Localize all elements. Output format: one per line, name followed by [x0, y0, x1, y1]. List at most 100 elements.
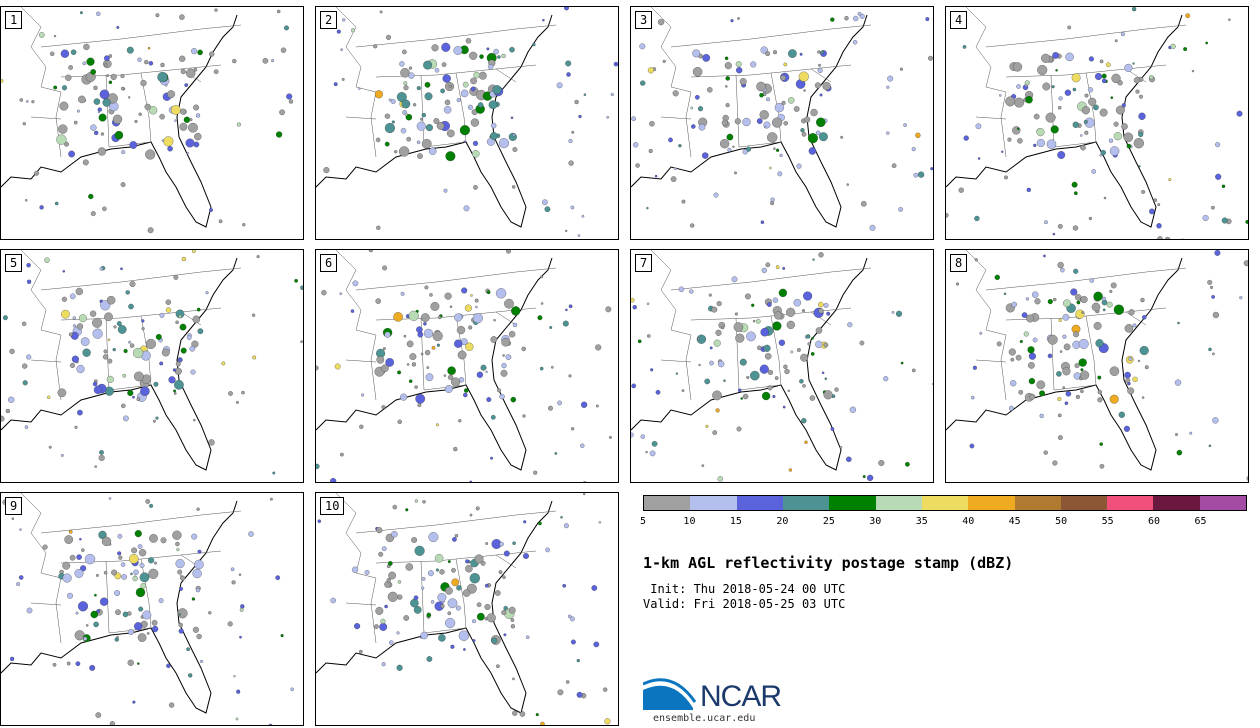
- echo-cell: [1027, 346, 1035, 354]
- echo-cell: [354, 623, 361, 630]
- echo-cell: [500, 369, 508, 377]
- echo-cell: [1142, 315, 1147, 320]
- echo-cell: [1191, 69, 1195, 73]
- echo-cell: [1177, 321, 1180, 325]
- echo-cell: [764, 353, 772, 360]
- echo-cell: [689, 289, 694, 294]
- colorbar-tick-label: 35: [915, 516, 928, 527]
- echo-cell: [73, 324, 77, 328]
- echo-cell: [1228, 18, 1231, 21]
- echo-cell: [67, 592, 73, 599]
- echo-cell: [1062, 386, 1065, 389]
- echo-cell: [494, 590, 501, 596]
- echo-cell: [384, 113, 391, 119]
- echo-cell: [736, 67, 743, 74]
- echo-cell: [472, 313, 483, 324]
- echo-cell: [804, 440, 808, 444]
- echo-cell: [846, 456, 852, 463]
- echo-cell: [766, 302, 772, 307]
- echo-cell: [460, 89, 469, 98]
- echo-cell: [111, 569, 118, 576]
- echo-cell: [788, 468, 793, 472]
- colorbar-tick-label: 10: [683, 516, 696, 527]
- echo-cell: [317, 519, 322, 523]
- echo-cell: [159, 312, 165, 318]
- echo-cell: [1138, 112, 1146, 120]
- echo-cell: [568, 138, 573, 144]
- echo-cell: [1099, 442, 1103, 446]
- echo-cell: [336, 29, 341, 34]
- echo-cell: [452, 537, 457, 542]
- echo-cell: [479, 54, 484, 59]
- echo-cell: [110, 73, 117, 80]
- echo-cell: [818, 308, 824, 314]
- echo-cell: [812, 258, 815, 261]
- echo-cell: [712, 430, 718, 435]
- coastline: [316, 500, 553, 714]
- echo-cell: [963, 135, 969, 141]
- state-border: [738, 384, 782, 391]
- echo-cell: [772, 297, 779, 303]
- echo-cell: [128, 96, 131, 99]
- echo-cell: [341, 77, 345, 81]
- echo-cell: [140, 79, 147, 87]
- echo-cell: [1239, 296, 1243, 300]
- echo-cell: [390, 99, 396, 104]
- echo-cell: [339, 292, 343, 296]
- colorbar-tick-label: 50: [1055, 516, 1068, 527]
- echo-cell: [95, 573, 99, 577]
- echo-cell: [148, 568, 159, 579]
- state-border: [985, 267, 1187, 291]
- echo-cell: [646, 302, 650, 306]
- echo-cell: [911, 368, 916, 373]
- echo-cell: [777, 171, 783, 177]
- echo-cell: [397, 370, 402, 375]
- state-border: [420, 74, 425, 148]
- echo-cell: [824, 377, 828, 380]
- echo-cell: [1149, 75, 1154, 80]
- echo-cell: [810, 108, 818, 117]
- echo-cell: [565, 680, 570, 684]
- echo-cell: [633, 142, 639, 148]
- echo-cell: [577, 234, 581, 237]
- echo-cell: [772, 321, 782, 331]
- echo-cell: [137, 57, 142, 62]
- echo-cell: [106, 74, 110, 77]
- echo-cell: [461, 287, 468, 294]
- echo-cell: [756, 118, 763, 124]
- echo-cell: [69, 554, 76, 561]
- echo-cell: [68, 150, 75, 158]
- echo-cell: [421, 586, 425, 590]
- echo-cell: [1089, 278, 1095, 283]
- echo-cell: [497, 55, 501, 59]
- echo-cell: [576, 691, 583, 698]
- echo-cell: [24, 425, 29, 429]
- echo-cell: [167, 145, 173, 152]
- echo-cell: [809, 395, 816, 401]
- echo-cell: [818, 301, 824, 308]
- echo-cell: [114, 130, 124, 140]
- echo-cell: [649, 120, 655, 127]
- echo-cell: [134, 530, 142, 538]
- echo-cell: [1047, 299, 1053, 305]
- echo-cell: [739, 358, 747, 366]
- echo-cell: [903, 123, 907, 127]
- echo-cell: [109, 721, 116, 725]
- echo-cell: [1132, 62, 1135, 65]
- echo-cell: [142, 610, 152, 620]
- echo-cell: [170, 105, 181, 115]
- echo-cell: [1065, 52, 1074, 62]
- echo-cell: [61, 309, 70, 319]
- echo-cell: [1108, 138, 1114, 143]
- echo-cell: [451, 567, 456, 573]
- echo-cell: [570, 427, 575, 431]
- echo-cell: [375, 298, 381, 304]
- echo-cell: [140, 582, 147, 589]
- echo-cell: [519, 711, 526, 717]
- echo-cell: [511, 306, 521, 316]
- echo-cell: [134, 119, 138, 123]
- echo-cell: [759, 92, 764, 98]
- echo-cell: [85, 624, 89, 627]
- echo-cell: [53, 85, 58, 90]
- echo-cell: [151, 625, 159, 633]
